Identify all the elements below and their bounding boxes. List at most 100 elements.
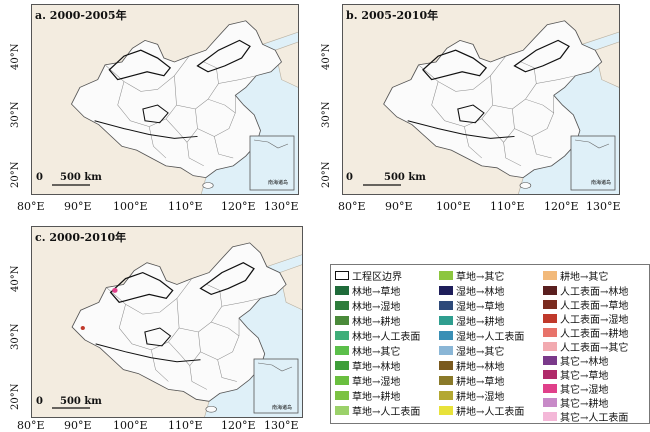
province-boundary (492, 61, 537, 110)
legend-swatch (543, 285, 557, 295)
legend-swatch (335, 285, 349, 295)
legend-swatch (543, 369, 557, 379)
legend-item: 草地→林地 (335, 359, 401, 373)
legend-item: 草地→其它 (439, 269, 504, 283)
inset-coast (257, 362, 293, 372)
neighbor-land-east (274, 41, 298, 88)
legend-item: 耕地→草地 (439, 374, 505, 388)
map-group (343, 5, 619, 194)
hainan-island (202, 182, 214, 189)
legend-label: 其它→耕地 (560, 398, 609, 410)
x-tick-a-5: 130°E (264, 200, 299, 213)
neighbor-land-east (279, 264, 302, 310)
legend-item: 林地→人工表面 (335, 329, 421, 343)
legend-label: 其它→人工表面 (560, 412, 629, 424)
project-boundary (144, 327, 172, 347)
y-tick-b-1: 30°N (321, 101, 332, 128)
legend-item: 其它→人工表面 (543, 410, 629, 424)
province-boundary (165, 118, 188, 143)
legend-item: 人工表面→草地 (543, 298, 628, 312)
legend-item: 人工表面→林地 (543, 284, 628, 298)
legend-item: 人工表面→耕地 (543, 326, 628, 340)
hainan-island (205, 405, 217, 413)
x-tick-a-3: 110°E (168, 200, 203, 213)
province-boundary (168, 341, 191, 366)
legend-item: 林地→草地 (335, 284, 401, 298)
legend-label: 林地→人工表面 (352, 331, 421, 343)
province-boundary (464, 126, 482, 159)
project-boundary (108, 49, 172, 81)
legend-label: 耕地→草地 (456, 376, 505, 388)
legend-swatch (335, 330, 349, 340)
x-tick-c-4: 120°E (221, 419, 256, 432)
legend-swatch (335, 315, 349, 325)
x-tick-b-4: 120°E (544, 200, 579, 213)
inset-coast (253, 139, 289, 149)
map-frame-b (342, 4, 620, 195)
legend-label: 湿地→林地 (456, 286, 505, 298)
legend-label: 草地→林地 (352, 361, 401, 373)
project-boundary (94, 120, 198, 139)
map-group (32, 5, 298, 194)
province-boundary (195, 95, 236, 137)
legend-label: 人工表面→其它 (560, 342, 629, 354)
project-boundary (513, 39, 570, 73)
legend-label: 湿地→其它 (456, 346, 505, 358)
province-boundary (214, 136, 234, 159)
legend-label: 林地→耕地 (352, 316, 401, 328)
scale-zero-b: 0 (346, 172, 353, 183)
legend-swatch (543, 397, 557, 407)
x-tick-b-2: 100°E (436, 200, 471, 213)
legend-swatch (543, 383, 557, 393)
china-outline (71, 242, 287, 402)
legend-swatch (439, 330, 453, 340)
province-boundary (217, 359, 237, 382)
scale-zero-a: 0 (36, 172, 43, 183)
province-boundary (211, 321, 240, 337)
legend-label: 耕地→林地 (456, 361, 505, 373)
project-boundary (422, 49, 488, 81)
scale-distance-b: 500 km (384, 172, 426, 183)
project-boundary (199, 262, 255, 296)
legend-item: 耕地→其它 (543, 269, 608, 283)
legend-label: 耕地→人工表面 (456, 406, 525, 418)
x-tick-a-2: 100°E (113, 200, 148, 213)
province-boundary (189, 351, 208, 390)
y-tick-c-0: 40°N (10, 265, 21, 292)
legend-swatch (543, 299, 557, 309)
inset-label-a: 南海诸岛 (268, 180, 289, 186)
legend-label: 湿地→草地 (456, 301, 505, 313)
legend-item: 耕地→林地 (439, 359, 505, 373)
legend-item: 湿地→其它 (439, 344, 505, 358)
legend-item: 草地→湿地 (335, 374, 400, 388)
province-boundary (536, 75, 576, 84)
legend-label: 林地→草地 (352, 286, 401, 298)
legend-item: 草地→人工表面 (335, 404, 420, 418)
legend-item: 耕地→湿地 (439, 389, 504, 403)
legend-item: 工程区边界 (335, 269, 402, 283)
x-tick-c-0: 80°E (17, 419, 45, 432)
legend-item: 林地→湿地 (335, 299, 401, 313)
legend-swatch (439, 315, 453, 325)
legend-swatch (543, 327, 557, 337)
legend-item: 林地→耕地 (335, 314, 401, 328)
x-tick-b-3: 110°E (490, 200, 525, 213)
panel-title-a: a. 2000-2005年 (35, 9, 127, 22)
map-group (32, 227, 302, 417)
legend-label: 林地→湿地 (352, 301, 401, 313)
province-boundary (503, 128, 522, 167)
province-boundary (512, 95, 555, 137)
province-boundary (207, 98, 236, 114)
china-map-c (32, 227, 302, 417)
map-frame-a (31, 4, 299, 195)
x-tick-c-5: 130°E (264, 419, 299, 432)
legend-swatch (335, 405, 349, 415)
legend-label: 其它→湿地 (560, 384, 609, 396)
scale-zero-c: 0 (36, 396, 43, 407)
neighbor-land-east (594, 41, 619, 88)
project-boundary (196, 39, 251, 73)
x-tick-b-5: 130°E (586, 200, 621, 213)
legend-item: 耕地→人工表面 (439, 404, 525, 418)
project-boundary (109, 271, 174, 303)
project-boundary (95, 343, 201, 363)
